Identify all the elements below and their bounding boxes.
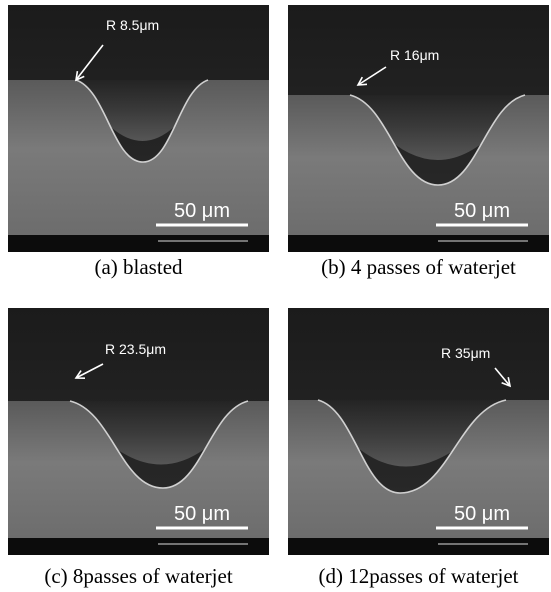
info-bar xyxy=(288,538,549,555)
radius-label: R 8.5μm xyxy=(106,17,159,33)
micrograph-panel: 50 μm R 16μm xyxy=(288,5,549,252)
scale-label: 50 μm xyxy=(174,200,230,222)
figure: 50 μm R 8.5μm (a) blasted 50 μm R 16μm (b) 4 … xyxy=(0,0,551,592)
micrograph-panel: 50 μm R 8.5μm xyxy=(8,5,269,252)
radius-label: R 23.5μm xyxy=(105,341,166,357)
info-bar xyxy=(8,235,269,252)
scale-label: 50 μm xyxy=(454,200,510,222)
micrograph-panel: 50 μm R 23.5μm xyxy=(8,308,269,555)
info-bar xyxy=(8,538,269,555)
info-bar xyxy=(288,235,549,252)
radius-label: R 35μm xyxy=(441,345,490,361)
scale-label: 50 μm xyxy=(454,503,510,525)
caption: (a) blasted xyxy=(94,255,183,279)
micrograph-panel: 50 μm R 35μm xyxy=(288,308,549,555)
caption: (c) 8passes of waterjet xyxy=(44,564,232,588)
caption: (b) 4 passes of waterjet xyxy=(321,255,516,279)
caption: (d) 12passes of waterjet xyxy=(318,564,518,588)
radius-label: R 16μm xyxy=(390,47,439,63)
scale-label: 50 μm xyxy=(174,503,230,525)
page: 50 μm R 8.5μm (a) blasted 50 μm R 16μm (b) 4 … xyxy=(0,0,551,592)
